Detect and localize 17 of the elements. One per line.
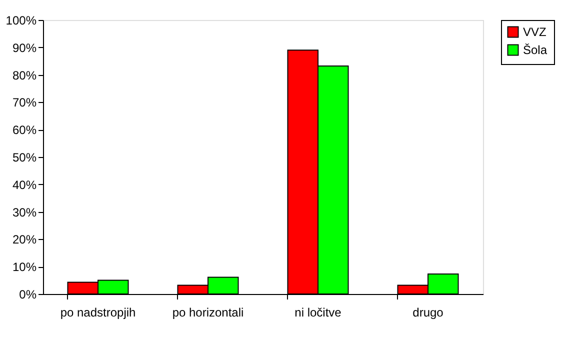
y-tick-label: 0%	[19, 288, 37, 302]
y-tick-label: 20%	[12, 232, 37, 247]
y-tick-label: 10%	[12, 260, 37, 274]
y-tick-label: 40%	[12, 178, 37, 192]
y-tick-label: 80%	[12, 68, 37, 82]
legend-label: Šola	[523, 43, 548, 57]
x-tick-label: po nadstropjih	[60, 306, 136, 320]
y-tick-label: 60%	[12, 123, 37, 138]
y-tick-label: 90%	[12, 40, 37, 55]
legend-label: VVZ	[523, 25, 546, 39]
x-tick-label: drugo	[412, 306, 444, 320]
x-tick-label: po horizontali	[172, 306, 244, 320]
y-tick-label: 70%	[12, 96, 37, 110]
y-tick-label: 100%	[6, 14, 37, 28]
y-tick-label: 30%	[12, 205, 37, 220]
y-tick-label: 50%	[12, 150, 37, 164]
x-tick-label: ni ločitve	[294, 306, 342, 320]
